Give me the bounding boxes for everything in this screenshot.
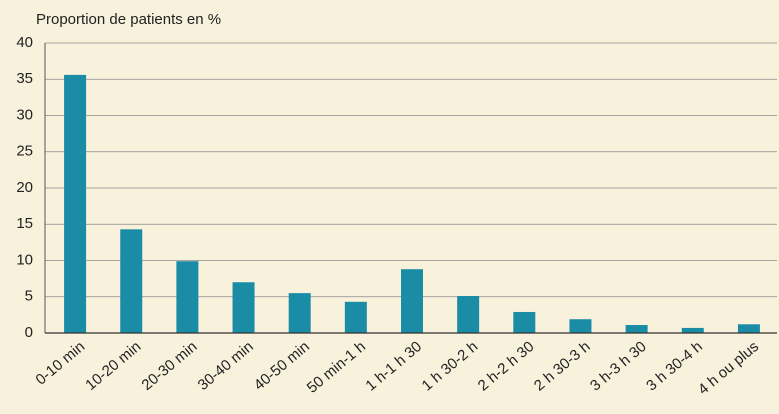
bar <box>288 293 311 333</box>
chart-title: Proportion de patients en % <box>36 11 221 28</box>
y-tick-label: 20 <box>16 179 33 196</box>
bar <box>344 301 367 333</box>
x-tick-label: 50 min-1 h <box>304 338 369 397</box>
x-tick-label: 0-10 min <box>33 338 89 389</box>
bar <box>176 261 199 333</box>
x-tick-label: 1 h-1 h 30 <box>362 338 425 394</box>
x-tick-label: 2 h-2 h 30 <box>475 338 538 394</box>
bar <box>401 269 423 333</box>
y-tick-label: 10 <box>16 251 33 268</box>
x-tick-label: 3 h-3 h 30 <box>587 338 650 394</box>
bar <box>737 324 760 333</box>
y-tick-label: 35 <box>16 70 33 87</box>
bar <box>120 229 143 333</box>
x-tick-label: 40-50 min <box>251 338 313 394</box>
bar <box>569 319 592 333</box>
bar <box>513 311 536 333</box>
x-tick-label: 4 h ou plus <box>695 338 762 398</box>
x-tick-label: 10-20 min <box>82 338 144 394</box>
bar <box>64 74 87 334</box>
y-tick-label: 15 <box>16 215 33 232</box>
x-tick-label: 30-40 min <box>195 338 257 394</box>
y-tick-label: 0 <box>25 324 33 341</box>
bar <box>681 327 704 333</box>
bar <box>625 325 648 333</box>
y-tick-label: 25 <box>16 143 33 160</box>
bar <box>232 282 255 333</box>
x-tick-label: 1 h 30-2 h <box>419 338 482 394</box>
y-tick-label: 40 <box>16 34 33 51</box>
x-tick-label: 2 h 30-3 h <box>531 338 594 394</box>
x-tick-label: 20-30 min <box>138 338 200 394</box>
y-tick-label: 30 <box>16 106 33 123</box>
bar <box>457 296 480 333</box>
y-tick-label: 5 <box>25 288 33 305</box>
